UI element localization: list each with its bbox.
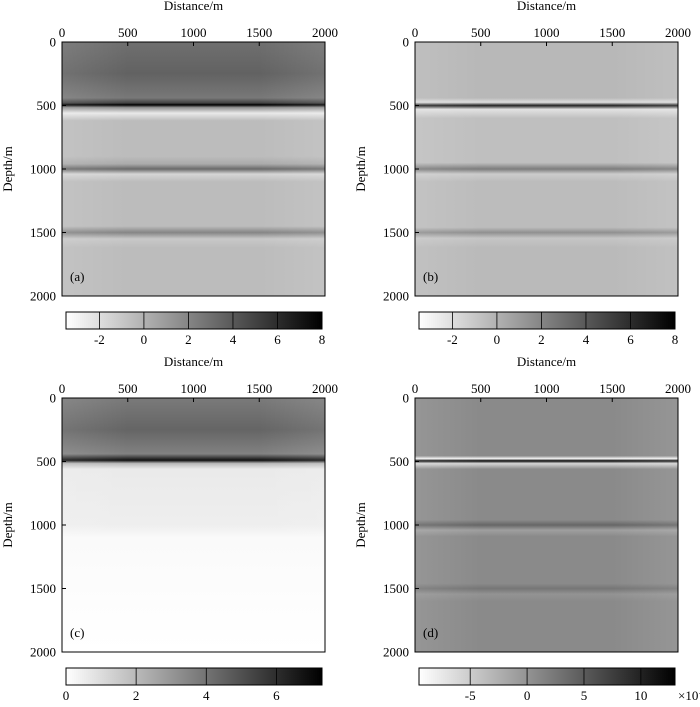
x-tick-label: 2000 <box>665 25 691 40</box>
y-tick-label: 1500 <box>383 581 409 596</box>
y-tick-label: 1500 <box>30 225 56 240</box>
y-tick-label: 1500 <box>30 581 56 596</box>
colorbar-tick-label: -2 <box>94 332 105 347</box>
y-tick-label: 500 <box>390 98 410 113</box>
colorbar-tick-label: 0 <box>494 332 501 347</box>
x-tick-label: 500 <box>471 25 491 40</box>
x-tick-label: 1000 <box>181 25 207 40</box>
x-tick-label: 1000 <box>534 25 560 40</box>
colorbar-gradient <box>65 667 323 686</box>
panel-b: 0 500 1000 1500 2000Distance/m05001000150020… <box>353 0 691 347</box>
colorbar: -2 0 2 4 6 8 <box>65 311 326 347</box>
colorbar-tick-label: -2 <box>447 332 458 347</box>
panel-d: 0 500 1000 1500 2000 Distance/m 0 500 1000 1500 20… <box>353 354 700 703</box>
x-tick-label: 0 <box>59 25 66 40</box>
panel-label: (c) <box>70 625 84 640</box>
colorbar-tick-label: 2 <box>133 688 140 703</box>
colorbar-tick-label: 10 <box>634 688 647 703</box>
x-axis-title: Distance/m <box>517 354 576 369</box>
x-tick-label: 1500 <box>246 25 272 40</box>
x-tick-label: 1500 <box>246 381 272 396</box>
colorbar-tick-label: 4 <box>230 332 237 347</box>
x-tick-label: 0 <box>412 381 419 396</box>
panel-c: 0 500 1000 1500 2000Distance/m05001000150020… <box>0 354 338 703</box>
x-tick-label: 1000 <box>534 381 560 396</box>
panel-a: 0 500 1000 1500 2000Distance/m05001000150020… <box>0 0 338 347</box>
y-axis-title: Depth/m <box>353 502 368 548</box>
y-tick-label: 1000 <box>30 518 56 533</box>
y-axis-title: Depth/m <box>353 146 368 192</box>
y-tick-label: 0 <box>403 35 410 50</box>
colorbar-tick-label: 6 <box>627 332 634 347</box>
x-tick-label: 0 <box>59 381 66 396</box>
y-tick-label: 500 <box>37 98 57 113</box>
y-tick-label: 1000 <box>383 518 409 533</box>
x-tick-label: 500 <box>471 381 491 396</box>
y-tick-label: 2000 <box>30 289 56 304</box>
colorbar-tick-label: 6 <box>273 688 280 703</box>
y-tick-label: 500 <box>390 454 410 469</box>
colorbar: 0 2 4 6 <box>63 667 323 703</box>
colorbar-tick-label: 8 <box>319 332 326 347</box>
x-tick-label: 1000 <box>181 381 207 396</box>
y-axis-title: Depth/m <box>0 146 15 192</box>
y-tick-label: 0 <box>50 35 57 50</box>
y-tick-label: 500 <box>37 454 57 469</box>
x-tick-label: 1500 <box>599 25 625 40</box>
y-tick-label: 2000 <box>383 645 409 660</box>
heatmap-edge-shading <box>62 398 325 652</box>
x-axis-title: Distance/m <box>164 0 223 13</box>
x-axis-title: Distance/m <box>517 0 576 13</box>
colorbar-tick-label: 0 <box>63 688 70 703</box>
panel-label: (d) <box>423 625 438 640</box>
x-tick-label: 2000 <box>665 381 691 396</box>
colorbar-multiplier: ×10⁻³ <box>678 688 700 703</box>
colorbar-gradient <box>418 311 676 330</box>
x-tick-label: 0 <box>412 25 419 40</box>
colorbar: -2 0 2 4 6 8 <box>418 311 679 347</box>
colorbar-tick-label: 2 <box>185 332 192 347</box>
colorbar-gradient <box>418 667 676 686</box>
heatmap-edge-shading <box>62 42 325 296</box>
y-tick-label: 0 <box>50 391 57 406</box>
panel-label: (a) <box>70 269 84 284</box>
x-tick-label: 500 <box>118 381 138 396</box>
colorbar-tick-label: 8 <box>672 332 679 347</box>
colorbar-gradient <box>65 311 323 330</box>
colorbar-tick-label: 4 <box>203 688 210 703</box>
x-tick-label: 1500 <box>599 381 625 396</box>
y-tick-label: 1500 <box>383 225 409 240</box>
x-axis-title: Distance/m <box>164 354 223 369</box>
panel-label: (b) <box>423 269 438 284</box>
heatmap-edge-shading <box>415 42 678 296</box>
y-axis-title: Depth/m <box>0 502 15 548</box>
colorbar-tick-label: 5 <box>581 688 588 703</box>
x-tick-label: 500 <box>118 25 138 40</box>
colorbar-tick-label: 0 <box>141 332 148 347</box>
x-tick-label: 2000 <box>312 25 338 40</box>
y-tick-label: 2000 <box>383 289 409 304</box>
heatmap-edge-shading <box>415 398 678 652</box>
y-tick-label: 0 <box>403 391 410 406</box>
colorbar-tick-label: 6 <box>274 332 281 347</box>
colorbar: -5 0 5 10 ×10⁻³ <box>418 667 700 703</box>
colorbar-tick-label: 4 <box>583 332 590 347</box>
colorbar-tick-label: -5 <box>465 688 476 703</box>
y-tick-label: 2000 <box>30 645 56 660</box>
colorbar-tick-label: 0 <box>524 688 531 703</box>
y-tick-label: 1000 <box>383 162 409 177</box>
colorbar-tick-label: 2 <box>538 332 545 347</box>
y-tick-label: 1000 <box>30 162 56 177</box>
x-tick-label: 2000 <box>312 381 338 396</box>
